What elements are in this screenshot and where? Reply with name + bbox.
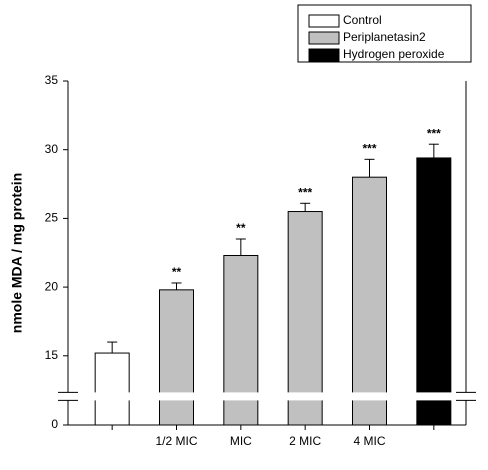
x-tick-label: 4 MIC [353, 434, 385, 448]
legend-swatch [308, 31, 340, 45]
x-tick-label: MIC [230, 434, 252, 448]
y-tick-label: 20 [45, 279, 59, 293]
significance: ** [172, 265, 182, 279]
significance: ** [236, 221, 246, 235]
legend-swatch [308, 48, 340, 62]
axis-break [58, 392, 476, 401]
significance: *** [298, 185, 312, 199]
x-tick-label: 2 MIC [289, 434, 321, 448]
y-tick-label: 30 [45, 142, 59, 156]
y-axis-label: nmole MDA / mg protein [9, 173, 25, 333]
significance: *** [362, 141, 376, 155]
bar [352, 176, 387, 426]
bar [416, 157, 452, 426]
bar [159, 289, 194, 426]
y-tick-label: 0 [51, 417, 58, 431]
y-tick-label: 15 [45, 348, 59, 362]
y-tick-label: 35 [45, 73, 59, 87]
bar [94, 352, 130, 426]
legend-swatch [308, 14, 340, 28]
legend-label: Periplanetasin2 [343, 30, 426, 44]
significance: *** [427, 126, 441, 140]
legend-label: Control [343, 13, 382, 27]
legend-label: Hydrogen peroxide [343, 47, 445, 61]
y-tick-label: 25 [45, 211, 59, 225]
x-tick-label: 1/2 MIC [155, 434, 197, 448]
